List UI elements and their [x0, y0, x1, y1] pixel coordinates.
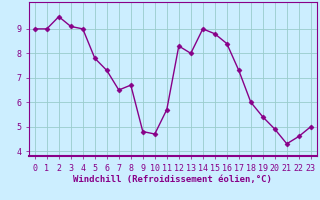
X-axis label: Windchill (Refroidissement éolien,°C): Windchill (Refroidissement éolien,°C): [73, 175, 272, 184]
